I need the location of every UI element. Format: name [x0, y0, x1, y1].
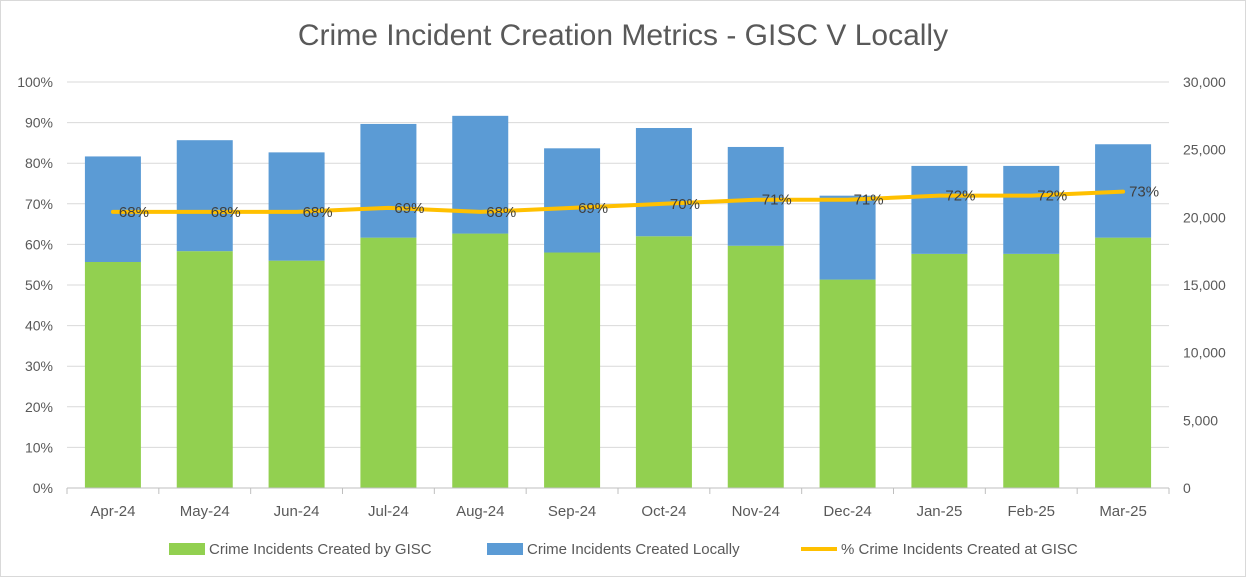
x-tick-label: Dec-24 [823, 503, 871, 520]
bar-locally [1003, 165, 1060, 254]
bar-locally [268, 152, 325, 261]
legend-swatch [487, 543, 523, 555]
x-tick-label: Jun-24 [274, 503, 320, 520]
y-left-tick-label: 30% [25, 358, 53, 374]
bar-gisc [268, 260, 325, 488]
percent-series-line [110, 189, 1126, 214]
percent-data-label: 68% [119, 204, 149, 221]
percent-point [937, 194, 941, 198]
bar-gisc [84, 261, 141, 488]
bar-gisc [911, 253, 968, 488]
bar-gisc [1003, 253, 1060, 488]
x-tick-label: Mar-25 [1099, 503, 1147, 520]
percent-point [754, 198, 758, 202]
bar-locally [176, 140, 233, 252]
x-tick-label: Jul-24 [368, 503, 409, 520]
bar-locally [360, 123, 417, 238]
bar-gisc [635, 236, 692, 488]
y-left-tick-label: 10% [25, 439, 53, 455]
bar-gisc [452, 233, 509, 488]
percent-data-label: 68% [486, 204, 516, 221]
y-left-tick-label: 90% [25, 115, 53, 131]
bar-gisc [727, 245, 784, 488]
data-labels: 68% 68% 68% 69% 68% 69% 70% 71% 71% 72% 72% 73% [119, 184, 1159, 221]
legend-label: % Crime Incidents Created at GISC [841, 541, 1078, 558]
percent-point [203, 210, 207, 214]
percent-data-label: 68% [303, 204, 333, 221]
y-left-tick-label: 40% [25, 318, 53, 334]
y-right-tick-label: 15,000 [1183, 277, 1226, 293]
percent-line [110, 189, 1126, 214]
legend-swatch [169, 543, 205, 555]
bar-locally [84, 156, 141, 262]
x-tick-label: Oct-24 [641, 503, 686, 520]
bar-locally [911, 165, 968, 254]
percent-data-label: 69% [578, 200, 608, 217]
x-tick-label: Sep-24 [548, 503, 596, 520]
percent-data-label: 68% [211, 204, 241, 221]
bar-gisc [360, 237, 417, 488]
legend-label: Crime Incidents Created by GISC [209, 541, 432, 558]
percent-data-label: 72% [1037, 188, 1067, 205]
y-left-tick-label: 70% [25, 196, 53, 212]
x-tick-label: Apr-24 [90, 503, 135, 520]
axes: 0% 10% 20% 30% 40% 50% 60% 70% 80% 90% 100% 0 5,000 1… [17, 74, 1226, 520]
bar-locally [727, 146, 784, 246]
bar-locally [819, 195, 876, 280]
percent-data-label: 71% [762, 192, 792, 209]
x-tick-label: May-24 [180, 503, 230, 520]
legend-label: Crime Incidents Created Locally [527, 541, 740, 558]
bar-gisc [1095, 237, 1152, 488]
bar-gisc [176, 251, 233, 488]
percent-point [1029, 194, 1033, 198]
x-tick-label: Feb-25 [1007, 503, 1055, 520]
percent-data-label: 72% [945, 188, 975, 205]
y-left-tick-label: 80% [25, 155, 53, 171]
y-right-tick-label: 0 [1183, 480, 1191, 496]
percent-point [846, 198, 850, 202]
y-left-tick-label: 20% [25, 399, 53, 415]
percent-point [478, 210, 482, 214]
y-right-tick-label: 30,000 [1183, 74, 1226, 90]
bar-gisc [819, 279, 876, 488]
percent-data-label: 71% [854, 192, 884, 209]
bar-locally [635, 128, 692, 237]
percent-point [295, 210, 299, 214]
percent-data-label: 70% [670, 196, 700, 213]
x-tick-label: Jan-25 [916, 503, 962, 520]
bar-locally [452, 115, 509, 234]
y-left-tick-label: 100% [17, 74, 53, 90]
percent-point [570, 206, 574, 210]
y-left-tick-label: 60% [25, 236, 53, 252]
x-tick-label: Nov-24 [732, 503, 780, 520]
y-right-tick-label: 5,000 [1183, 412, 1218, 428]
chart-title: Crime Incident Creation Metrics - GISC V… [297, 19, 949, 52]
percent-data-label: 73% [1129, 184, 1159, 201]
x-tick-label: Aug-24 [456, 503, 504, 520]
percent-point [386, 206, 390, 210]
y-right-tick-label: 20,000 [1183, 209, 1226, 225]
percent-point [662, 202, 666, 206]
gridlines [67, 81, 1169, 448]
y-left-tick-label: 50% [25, 277, 53, 293]
bars [84, 115, 1152, 488]
bar-gisc [544, 252, 601, 488]
bar-locally [544, 148, 601, 253]
y-right-tick-label: 10,000 [1183, 345, 1226, 361]
legend: Crime Incidents Created by GISC Crime Inc… [169, 541, 1078, 558]
percent-point [111, 210, 115, 214]
percent-data-label: 69% [394, 200, 424, 217]
y-left-tick-label: 0% [33, 480, 53, 496]
percent-point [1121, 190, 1125, 194]
y-right-tick-label: 25,000 [1183, 142, 1226, 158]
